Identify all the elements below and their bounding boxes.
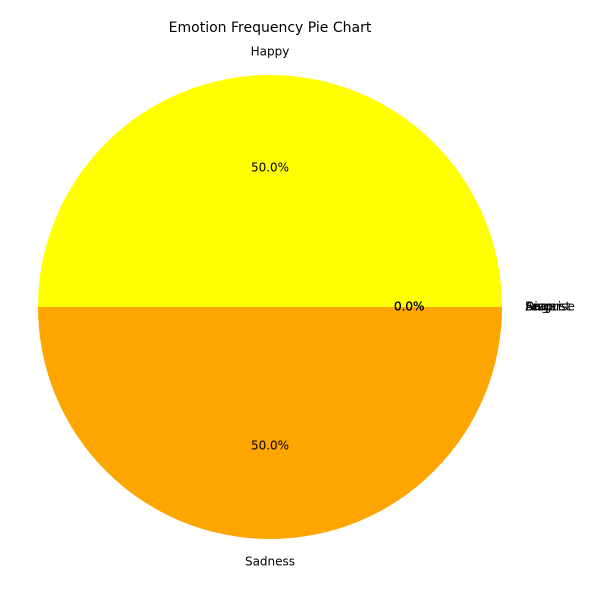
chart-title: Emotion Frequency Pie Chart	[169, 20, 372, 36]
slice-label-sadness: Sadness	[245, 555, 295, 569]
slice-percent-surprise: 0.0%	[394, 300, 425, 314]
slice-label-surprise: Surprise	[525, 300, 575, 314]
slice-percent-fear: 0.0%	[394, 300, 425, 314]
slice-label-disgust: Disgust	[525, 300, 570, 314]
slice-label-fear: Fear	[525, 300, 551, 314]
slice-percent-happy: 50.0%	[251, 160, 289, 174]
pie-slice-sadness	[38, 307, 502, 539]
slice-label-happy: Happy	[251, 44, 290, 58]
slice-percent-sadness: 50.0%	[251, 439, 289, 453]
pie-slices	[38, 75, 502, 539]
pie-slice-happy	[38, 75, 502, 307]
slice-label-anger: Anger	[525, 300, 561, 314]
slice-percent-disgust: 0.0%	[394, 300, 425, 314]
slice-percent-anger: 0.0%	[394, 300, 425, 314]
